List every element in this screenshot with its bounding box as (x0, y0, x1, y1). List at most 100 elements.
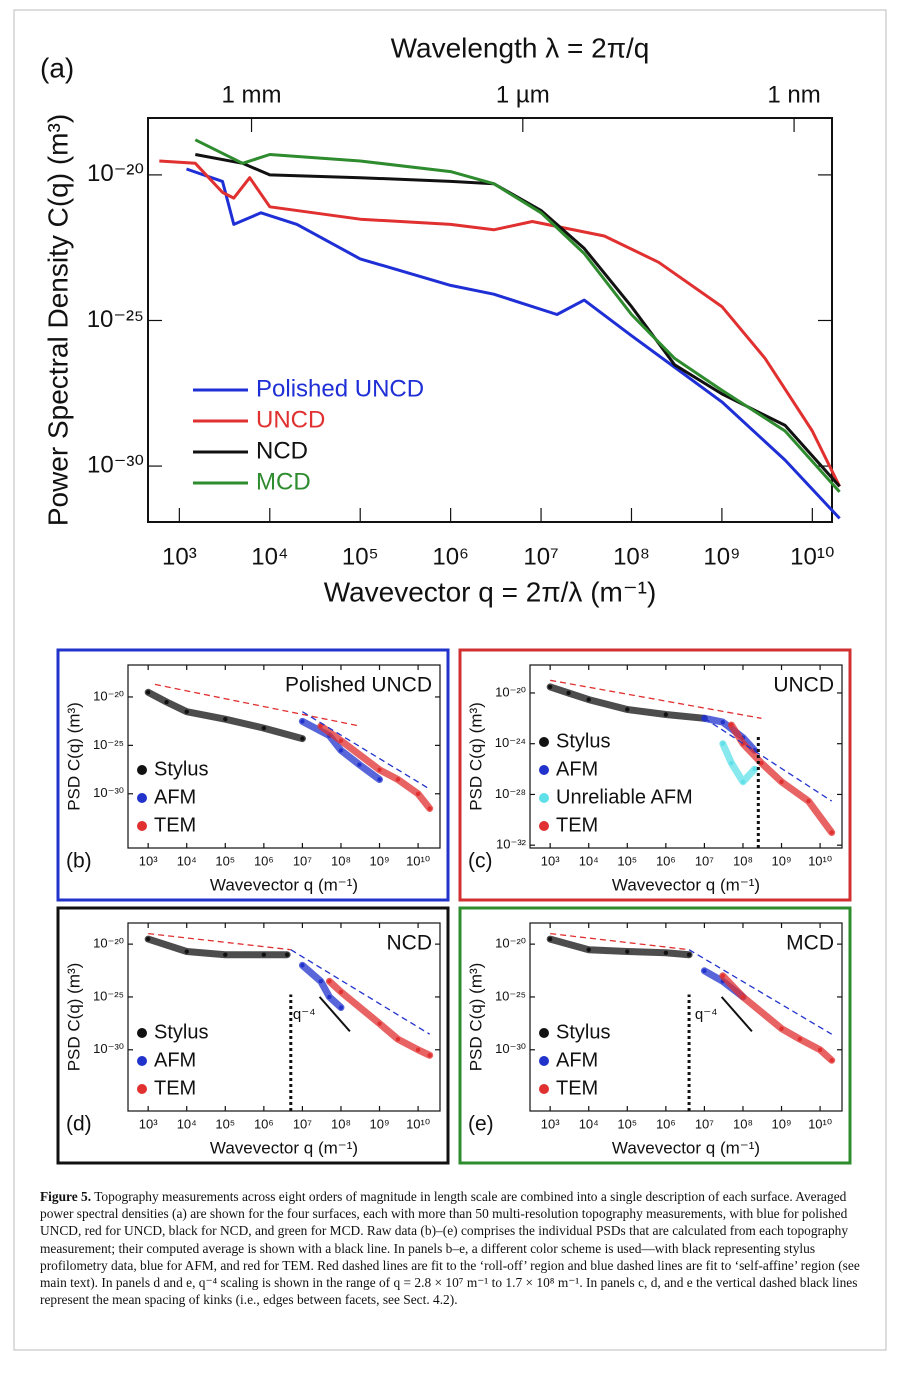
data-band (317, 722, 434, 812)
data-point (586, 697, 591, 702)
top-x-tick-label: 1 nm (767, 81, 820, 108)
caption: Figure 5. Topography measurements across… (40, 1188, 862, 1308)
x-axis-label: Wavevector q (m⁻¹) (210, 1138, 358, 1157)
data-point (729, 760, 734, 766)
x-tick-label: 10⁵ (617, 1116, 637, 1131)
caption-text: Topography measurements across eight ord… (40, 1189, 860, 1308)
legend-label: NCD (256, 437, 308, 464)
x-tick-label: 10³ (162, 543, 197, 570)
y-tick-label: 10⁻²⁵ (93, 737, 124, 752)
legend-label: Stylus (154, 758, 208, 780)
slope-label: q⁻⁴ (695, 1006, 718, 1023)
data-point (395, 777, 401, 782)
data-point (415, 791, 421, 796)
y-tick-label: 10⁻²⁰ (495, 936, 526, 951)
plot-frame (529, 664, 843, 849)
plot-frame (127, 922, 441, 1112)
x-tick-label: 10⁸ (733, 1116, 753, 1131)
data-point (720, 719, 726, 725)
y-tick-label: 10⁻²⁰ (87, 160, 144, 187)
x-tick-label: 10⁶ (656, 853, 676, 868)
data-point (759, 760, 764, 766)
legend-label: Stylus (556, 730, 610, 752)
data-point (261, 952, 267, 957)
data-band (546, 683, 708, 722)
data-band (719, 740, 759, 786)
legend-marker (539, 765, 549, 775)
data-point (625, 949, 630, 954)
legend-label: TEM (154, 1077, 196, 1099)
data-point (357, 762, 362, 767)
panel-label: (c) (468, 850, 493, 873)
y-axis-label: PSD C(q) (m³) (64, 702, 83, 811)
panel-label: (a) (40, 52, 74, 83)
data-band (719, 972, 836, 1064)
figure-border (13, 9, 887, 1351)
data-point (797, 1037, 803, 1042)
data-point (779, 779, 784, 784)
legend-label: AFM (556, 758, 598, 780)
data-point (338, 1005, 344, 1010)
data-point (327, 994, 332, 1000)
data-point (740, 779, 746, 784)
data-point (547, 684, 553, 690)
legend-label: TEM (556, 1077, 598, 1099)
legend-label: Stylus (154, 1021, 208, 1043)
fit-line (704, 717, 833, 802)
data-point (625, 707, 630, 712)
data-point (223, 717, 228, 722)
data-band (144, 688, 306, 743)
y-tick-label: 10⁻²⁸ (495, 786, 526, 801)
x-tick-label: 10¹⁰ (808, 1116, 832, 1131)
data-point (720, 973, 726, 979)
legend-marker (137, 1056, 147, 1066)
x-tick-label: 10⁸ (613, 543, 650, 570)
x-tick-label: 10⁶ (254, 1116, 274, 1131)
y-tick-label: 10⁻²⁵ (87, 306, 144, 333)
panel-frame (458, 906, 852, 1165)
legend-label: MCD (256, 468, 311, 495)
x-tick-label: 10⁹ (703, 543, 740, 570)
x-tick-label: 10⁴ (177, 853, 197, 868)
legend-marker (137, 793, 147, 803)
y-tick-label: 10⁻²⁰ (495, 684, 526, 699)
x-tick-label: 10⁴ (251, 543, 288, 570)
data-point (318, 979, 324, 984)
legend-marker (539, 793, 549, 803)
series-line (186, 167, 841, 520)
y-tick-label: 10⁻²⁴ (495, 735, 526, 750)
data-point (300, 736, 305, 741)
legend-marker (137, 765, 147, 775)
data-point (806, 798, 811, 804)
series-line (194, 138, 841, 493)
data-band (727, 721, 836, 836)
data-point (377, 777, 382, 782)
data-point (145, 936, 151, 942)
legend-label: AFM (556, 1049, 598, 1071)
x-tick-label: 10⁴ (579, 853, 599, 868)
x-tick-label: 10⁷ (523, 543, 558, 570)
data-point (663, 950, 669, 956)
data-point (184, 709, 189, 714)
y-axis-label: PSD C(q) (m³) (64, 963, 83, 1072)
x-axis-label: Wavevector q (m⁻¹) (210, 875, 358, 894)
x-axis-label: Wavevector q (m⁻¹) (612, 875, 760, 894)
legend-label: AFM (154, 1049, 196, 1071)
data-point (338, 989, 344, 995)
x-tick-label: 10⁷ (293, 853, 312, 868)
legend-marker (539, 1028, 549, 1038)
data-point (686, 952, 692, 957)
panel-title: Polished UNCD (285, 674, 432, 697)
x-tick-label: 10⁹ (370, 1116, 390, 1131)
x-tick-label: 10³ (541, 1116, 560, 1131)
data-point (752, 766, 757, 772)
y-tick-label: 10⁻³² (496, 837, 527, 852)
top-axis-title: Wavelength λ = 2π/q (391, 32, 650, 63)
x-tick-label: 10⁵ (617, 853, 637, 868)
data-point (740, 994, 746, 1000)
plot-frame (127, 664, 441, 849)
plot-frame (529, 922, 843, 1112)
legend-label: Stylus (556, 1021, 610, 1043)
